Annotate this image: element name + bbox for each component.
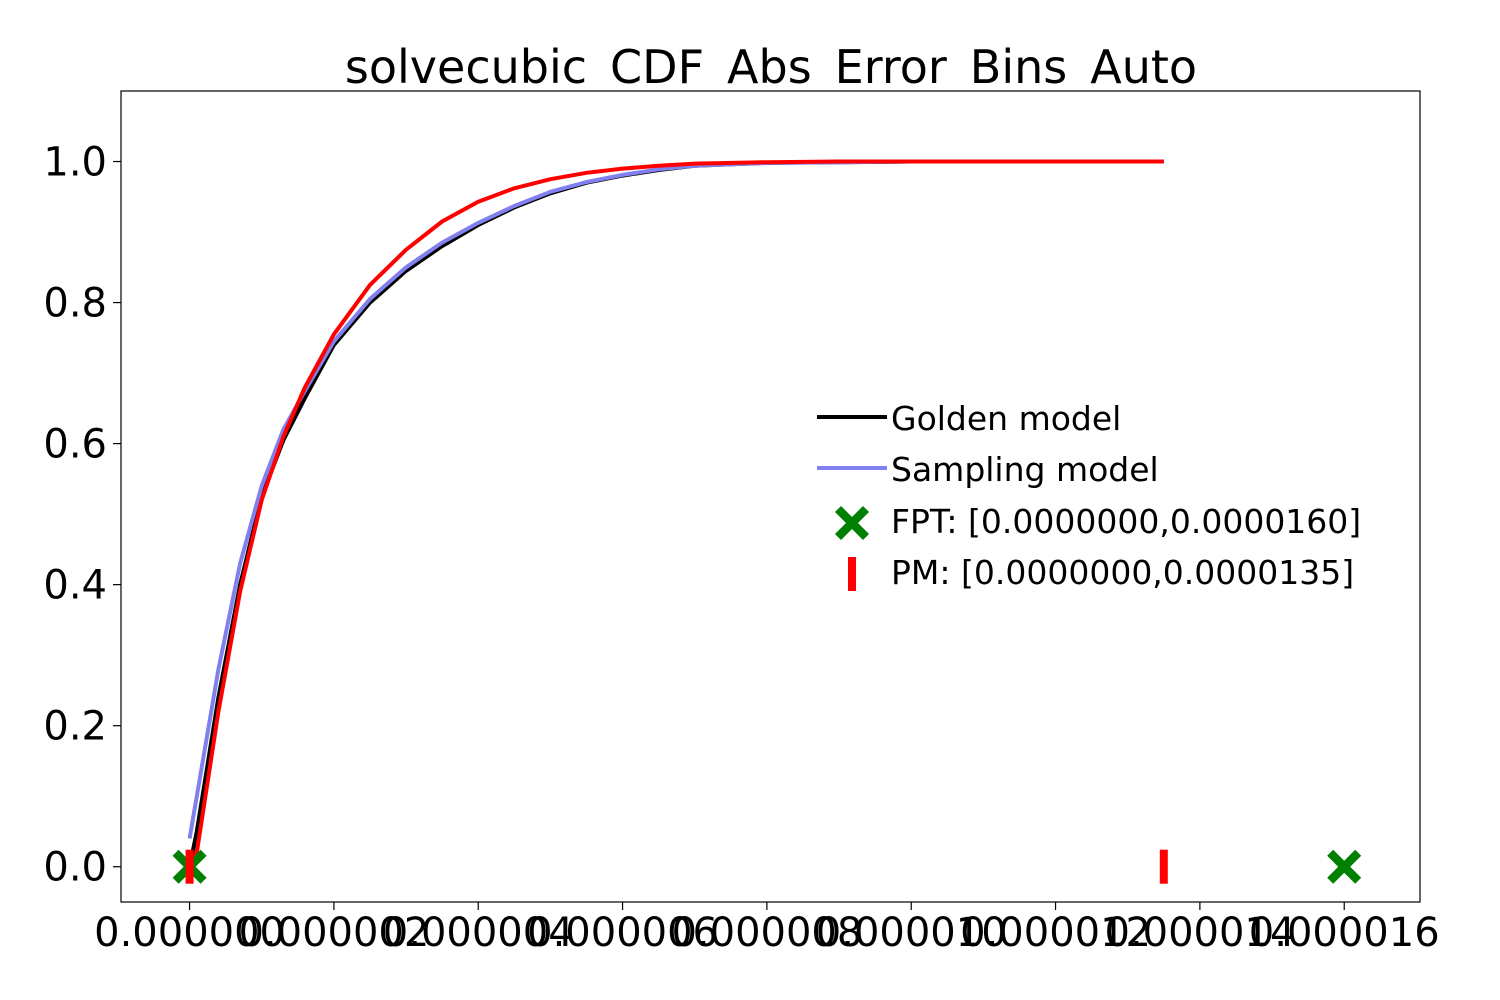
legend-label-pm: PM: [0.0000000,0.0000135] <box>891 553 1354 592</box>
x-tick-label: 0.000016 <box>1249 910 1440 956</box>
series-layer <box>187 159 1164 868</box>
y-axis: 0.0 0.2 0.4 0.6 0.8 1.0 <box>43 140 121 891</box>
legend-label-fpt: FPT: [0.0000000,0.0000160] <box>891 502 1361 541</box>
series-line-pm <box>187 159 1164 868</box>
x-tick-label: 0.000008 <box>671 910 862 956</box>
legend-swatch-pm <box>848 557 856 591</box>
y-tick-label: 0.6 <box>43 422 107 468</box>
x-tick-label: 0.000014 <box>1104 910 1295 956</box>
legend: Golden model Sampling model FPT: [0.0000… <box>817 399 1361 592</box>
fpt-marker <box>1327 849 1362 884</box>
legend-swatch-fpt <box>835 506 869 540</box>
marker-layer <box>172 849 1362 884</box>
y-tick-label: 1.0 <box>43 140 107 186</box>
x-tick-label: 0.000000 <box>94 910 285 956</box>
legend-label-sampling: Sampling model <box>891 450 1159 489</box>
chart-title: solvecubic_CDF_Abs_Error_Bins_Auto <box>345 40 1197 94</box>
x-tick-label: 0.000002 <box>238 910 429 956</box>
pm-marker <box>185 849 194 884</box>
pm-marker <box>1159 849 1168 884</box>
x-tick-label: 0.000012 <box>960 910 1151 956</box>
y-tick-label: 0.8 <box>43 281 107 327</box>
x-tick-label: 0.000004 <box>383 910 574 956</box>
legend-label-golden: Golden model <box>891 399 1121 438</box>
plot-area <box>120 90 1421 903</box>
y-tick-label: 0.2 <box>43 704 107 750</box>
y-tick-label: 0.4 <box>43 563 107 609</box>
y-tick-label: 0.0 <box>43 845 107 891</box>
x-axis: 0.0000000.0000020.0000040.0000060.000008… <box>94 902 1440 956</box>
x-tick-label: 0.000006 <box>527 910 718 956</box>
x-tick-label: 0.000010 <box>816 910 1007 956</box>
